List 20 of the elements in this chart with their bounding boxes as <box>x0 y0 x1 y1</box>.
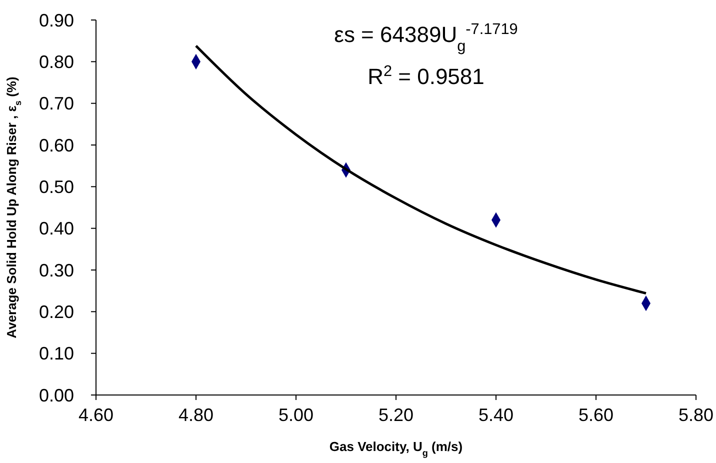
y-tick-label: 0.30 <box>38 260 74 280</box>
x-tick-label: 5.20 <box>378 405 414 425</box>
x-axis-title: Gas Velocity, U$_{g}$ (m/s) <box>329 439 463 458</box>
x-tick-label: 5.00 <box>278 405 314 425</box>
x-tick-label: 5.40 <box>478 405 514 425</box>
y-tick-label: 0.60 <box>38 135 74 156</box>
y-tick-label: 0.70 <box>38 94 74 114</box>
y-tick-label: 0.10 <box>38 344 74 364</box>
y-tick-label: 0.80 <box>38 52 74 72</box>
y-tick-label: 0.20 <box>38 302 74 322</box>
y-tick-label: 0.00 <box>38 385 74 406</box>
y-tick-label: 0.40 <box>38 218 74 239</box>
y-tick-label: 0.50 <box>38 176 74 197</box>
x-tick-label: 4.80 <box>178 405 214 425</box>
y-tick-label: 0.90 <box>38 10 74 30</box>
x-tick-label: 5.80 <box>678 405 714 425</box>
line-series <box>194 44 648 295</box>
x-tick-label: 5.60 <box>578 405 614 425</box>
annotation: R$^{2}$ = 0.9581 <box>368 62 484 89</box>
x-tick-label: 4.60 <box>78 405 114 425</box>
